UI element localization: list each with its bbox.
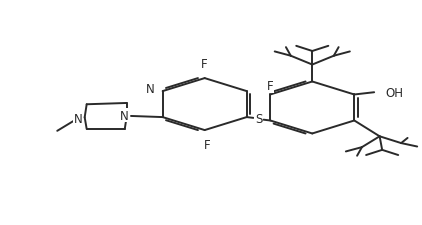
Text: F: F: [267, 80, 273, 92]
Text: N: N: [120, 109, 129, 122]
Text: N: N: [146, 83, 154, 96]
Text: N: N: [74, 112, 83, 125]
Text: S: S: [255, 113, 262, 126]
Text: OH: OH: [385, 86, 403, 99]
Text: F: F: [201, 58, 208, 71]
Text: F: F: [203, 139, 210, 152]
